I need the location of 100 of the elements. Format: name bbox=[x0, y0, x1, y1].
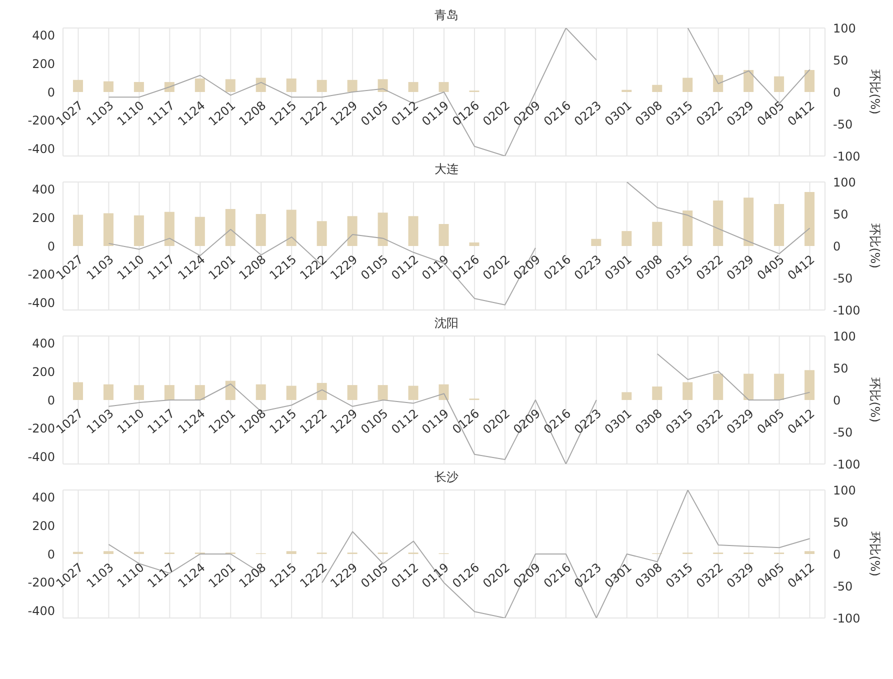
y-tick-label: 200 bbox=[32, 210, 55, 225]
y-tick-label: -200 bbox=[28, 114, 55, 128]
y-tick-label: -400 bbox=[28, 604, 55, 618]
bar bbox=[316, 221, 327, 246]
y-tick-label: 0 bbox=[47, 393, 55, 408]
y2-tick-label: -50 bbox=[833, 271, 853, 286]
y2-axis-title: 环比(%) bbox=[868, 70, 882, 114]
bar bbox=[286, 210, 296, 246]
bar bbox=[134, 82, 144, 92]
y2-axis-title: 环比(%) bbox=[868, 224, 882, 268]
chart-title: 沈阳 bbox=[434, 316, 460, 330]
y2-tick-label: 0 bbox=[833, 85, 841, 100]
y2-tick-label: 0 bbox=[833, 239, 841, 254]
bar bbox=[134, 385, 144, 400]
bar bbox=[378, 212, 388, 246]
y2-tick-label: 0 bbox=[833, 393, 841, 408]
chart-title: 青岛 bbox=[434, 8, 460, 22]
bar bbox=[164, 212, 174, 246]
y2-tick-label: -100 bbox=[833, 149, 860, 164]
bar bbox=[774, 76, 784, 92]
bar bbox=[408, 82, 418, 92]
bar bbox=[316, 382, 327, 400]
y-tick-label: 0 bbox=[47, 85, 55, 100]
y2-tick-label: -100 bbox=[833, 611, 860, 626]
bar bbox=[103, 81, 114, 92]
bar bbox=[804, 192, 815, 246]
bar bbox=[347, 80, 358, 92]
bar bbox=[744, 70, 754, 92]
y-tick-label: 200 bbox=[32, 56, 55, 71]
bar bbox=[469, 242, 480, 246]
y-tick-label: 400 bbox=[32, 182, 55, 196]
bar bbox=[103, 213, 114, 246]
bar bbox=[774, 374, 784, 400]
y-tick-label: 400 bbox=[32, 28, 55, 42]
bar bbox=[713, 374, 724, 400]
bar bbox=[652, 222, 662, 246]
bar bbox=[194, 78, 205, 92]
bar bbox=[225, 209, 236, 246]
bar bbox=[713, 74, 724, 92]
y-tick-label: 400 bbox=[32, 490, 55, 504]
bar bbox=[194, 216, 205, 246]
y2-tick-label: -100 bbox=[833, 303, 860, 318]
bar bbox=[103, 384, 114, 400]
y2-tick-label: 50 bbox=[833, 515, 848, 530]
y2-tick-label: -50 bbox=[833, 579, 853, 594]
bar bbox=[682, 210, 693, 246]
y-tick-label: -400 bbox=[28, 450, 55, 464]
y2-tick-label: 100 bbox=[833, 483, 856, 498]
y2-tick-label: -100 bbox=[833, 457, 860, 472]
y-tick-label: 400 bbox=[32, 336, 55, 350]
bar bbox=[804, 70, 815, 92]
y2-tick-label: 0 bbox=[833, 547, 841, 562]
bar bbox=[316, 80, 327, 92]
bar bbox=[164, 385, 174, 400]
y2-tick-label: 100 bbox=[833, 329, 856, 344]
y-tick-label: -200 bbox=[28, 422, 55, 436]
bar bbox=[652, 386, 662, 400]
y2-tick-label: -50 bbox=[833, 117, 853, 132]
bar bbox=[347, 385, 358, 400]
y-tick-label: -400 bbox=[28, 142, 55, 156]
bar bbox=[682, 78, 693, 92]
bar bbox=[438, 224, 449, 246]
bar bbox=[256, 384, 266, 400]
y2-tick-label: 50 bbox=[833, 53, 848, 68]
bar bbox=[378, 79, 388, 92]
bar bbox=[713, 200, 724, 246]
bar bbox=[194, 385, 205, 400]
y-tick-label: 200 bbox=[32, 518, 55, 533]
y-tick-label: -200 bbox=[28, 268, 55, 282]
bar bbox=[286, 78, 296, 92]
bar bbox=[134, 215, 144, 246]
chart-title: 长沙 bbox=[434, 470, 460, 484]
bar bbox=[73, 214, 83, 246]
y2-tick-label: 50 bbox=[833, 207, 848, 222]
y2-axis-title: 环比(%) bbox=[868, 378, 882, 422]
bar bbox=[744, 374, 754, 400]
y2-tick-label: -50 bbox=[833, 425, 853, 440]
bar bbox=[591, 238, 602, 246]
y-tick-label: 0 bbox=[47, 239, 55, 254]
bar bbox=[225, 79, 236, 92]
y2-tick-label: 100 bbox=[833, 21, 856, 36]
bar bbox=[347, 216, 358, 246]
bar bbox=[622, 231, 632, 246]
bar bbox=[438, 384, 449, 400]
bar bbox=[73, 382, 83, 400]
bar bbox=[682, 382, 693, 400]
bar bbox=[256, 214, 266, 246]
bar bbox=[286, 386, 296, 400]
bar bbox=[622, 392, 632, 400]
y2-tick-label: 50 bbox=[833, 361, 848, 376]
chart-title: 大连 bbox=[434, 162, 460, 176]
bar bbox=[408, 386, 418, 400]
bar bbox=[73, 80, 83, 92]
y-tick-label: -200 bbox=[28, 576, 55, 590]
bar bbox=[408, 216, 418, 246]
bar bbox=[774, 204, 784, 246]
bar bbox=[378, 385, 388, 400]
bar bbox=[744, 198, 754, 246]
bar bbox=[652, 84, 662, 92]
bar bbox=[256, 78, 266, 92]
